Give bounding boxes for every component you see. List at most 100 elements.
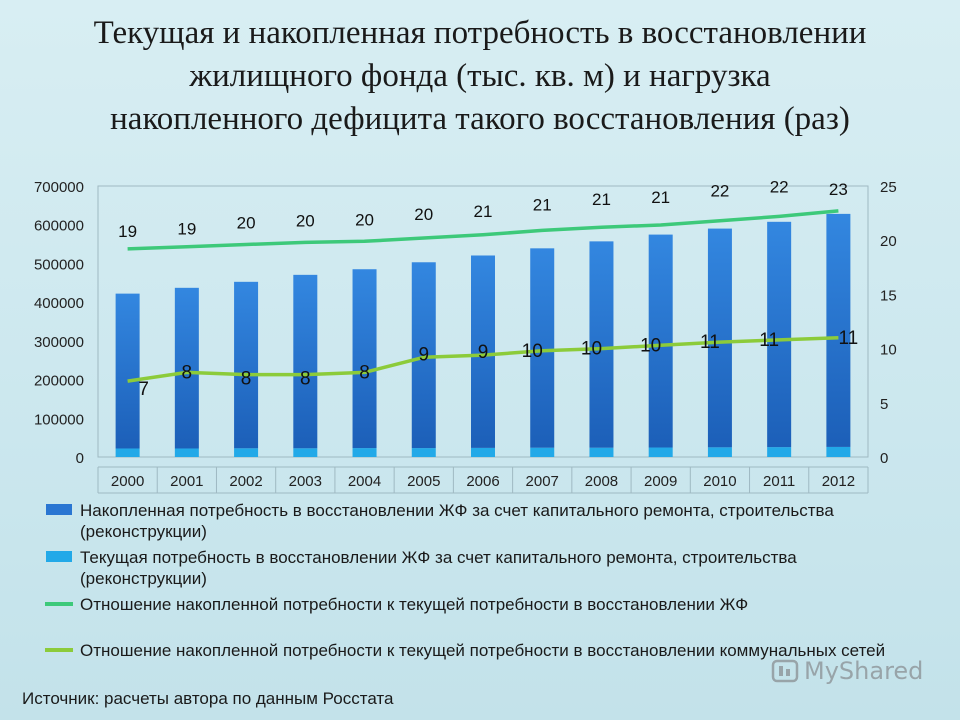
data-label-ratio-housing: 22 (770, 177, 789, 196)
x-tick-label: 2010 (703, 473, 736, 490)
data-label-ratio-housing: 20 (296, 211, 315, 230)
legend-label-accumulated: Накопленная потребность в восстановлении… (80, 501, 834, 541)
x-tick-label: 2008 (585, 473, 618, 490)
y-right-tick-label: 10 (880, 342, 897, 359)
source-note: Источник: расчеты автора по данным Росст… (22, 689, 394, 708)
data-label-ratio-utilities: 9 (478, 342, 489, 363)
data-label-ratio-housing: 19 (177, 220, 196, 239)
x-tick-label: 2005 (407, 473, 440, 490)
data-label-ratio-housing: 21 (533, 195, 552, 214)
y-left-tick-label: 600000 (34, 218, 84, 235)
bar-current (293, 448, 318, 457)
bar-accumulated (589, 241, 614, 448)
y-left-tick-label: 200000 (34, 373, 84, 390)
bar-current (411, 448, 436, 457)
bar-current (471, 447, 495, 457)
x-tick-label: 2004 (348, 473, 381, 490)
title-line-2: жилищного фонда (тыс. кв. м) и нагрузка (189, 58, 771, 94)
bar-current (115, 448, 140, 457)
x-tick-label: 2009 (644, 473, 677, 490)
y-right-tick-label: 15 (880, 287, 897, 304)
bar-accumulated (234, 281, 259, 449)
y-left-tick-label: 700000 (34, 179, 84, 196)
data-label-ratio-housing: 21 (592, 190, 611, 209)
legend-item-current: Текущая потребность в восстановлении ЖФ … (44, 547, 904, 589)
bar-current (826, 446, 851, 457)
data-label-ratio-utilities: 10 (581, 339, 602, 360)
data-label-ratio-utilities: 10 (522, 341, 543, 362)
x-tick-label: 2011 (763, 473, 795, 490)
bar-current (589, 447, 614, 457)
data-label-ratio-housing: 21 (651, 188, 670, 207)
data-label-ratio-housing: 23 (829, 180, 848, 199)
x-tick-label: 2007 (526, 473, 559, 490)
y-right-tick-label: 20 (880, 233, 897, 250)
watermark-text: MyShared (804, 657, 924, 685)
legend-swatch-ratio-utilities (45, 648, 73, 652)
bar-current (234, 448, 259, 457)
legend-label-current: Текущая потребность в восстановлении ЖФ … (80, 548, 797, 588)
y-left-tick-label: 400000 (34, 295, 84, 312)
data-label-ratio-utilities: 8 (300, 369, 311, 390)
x-tick-label: 2000 (111, 473, 144, 490)
title-line-1: Текущая и накопленная потребность в восс… (93, 15, 867, 51)
legend-swatch-accumulated (46, 504, 72, 515)
y-right-tick-label: 0 (880, 450, 888, 467)
bar-accumulated (411, 262, 436, 449)
data-label-ratio-housing: 22 (710, 182, 729, 201)
data-label-ratio-housing: 20 (237, 214, 256, 233)
line-ratio-housing (127, 209, 839, 251)
slide-title: Текущая и накопленная потребность в восс… (20, 12, 940, 141)
line-ratio-utilities (127, 336, 839, 383)
y-left-tick-label: 100000 (34, 411, 84, 428)
bar-accumulated (707, 228, 732, 448)
bar-current (707, 447, 732, 457)
legend-item-ratio-housing: Отношение накопленной потребности к теку… (44, 594, 904, 615)
bar-accumulated (826, 213, 851, 447)
legend-item-ratio-utilities: Отношение накопленной потребности к теку… (44, 640, 904, 661)
x-tick-label: 2006 (466, 473, 499, 490)
bar-current (174, 448, 199, 457)
data-label-ratio-utilities: 7 (138, 379, 149, 400)
data-label-ratio-utilities: 8 (359, 362, 370, 383)
bar-accumulated (352, 269, 377, 449)
x-tick-label: 2012 (822, 473, 855, 490)
bar-current (352, 448, 377, 457)
data-label-ratio-housing: 21 (474, 202, 493, 221)
data-label-ratio-utilities: 11 (759, 330, 779, 351)
y-left-tick-label: 300000 (34, 334, 84, 351)
bar-accumulated (648, 234, 673, 448)
watermark: MyShared (770, 656, 923, 686)
data-label-ratio-utilities: 9 (418, 344, 429, 365)
watermark-logo-icon (771, 659, 799, 683)
bar-accumulated (174, 287, 199, 449)
bar-current (530, 447, 555, 457)
x-tick-label: 2001 (170, 473, 203, 490)
bar-current (648, 447, 673, 457)
legend-label-ratio-housing: Отношение накопленной потребности к теку… (80, 595, 749, 614)
bar-current (767, 447, 792, 457)
legend-swatch-ratio-housing (45, 602, 73, 606)
data-label-ratio-utilities: 11 (700, 332, 720, 353)
y-right-tick-label: 5 (880, 396, 888, 413)
y-left-tick-label: 500000 (34, 256, 84, 273)
data-label-ratio-utilities: 10 (640, 335, 661, 356)
data-label-ratio-housing: 19 (118, 222, 137, 241)
x-tick-label: 2003 (289, 473, 322, 490)
title-line-3: накопленного дефицита такого восстановле… (110, 101, 850, 137)
data-label-ratio-housing: 20 (355, 210, 374, 229)
legend-label-ratio-utilities: Отношение накопленной потребности к теку… (80, 641, 886, 660)
x-tick-label: 2002 (229, 473, 262, 490)
legend-item-accumulated: Накопленная потребность в восстановлении… (44, 500, 904, 542)
bar-accumulated (767, 221, 792, 448)
data-label-ratio-utilities: 8 (241, 369, 252, 390)
data-label-ratio-utilities: 11 (839, 328, 859, 349)
data-label-ratio-utilities: 8 (182, 362, 193, 383)
y-left-tick-label: 0 (76, 450, 84, 467)
bar-accumulated (471, 255, 495, 448)
data-label-ratio-housing: 20 (414, 205, 433, 224)
bar-accumulated (530, 248, 555, 448)
legend-swatch-current (46, 551, 72, 562)
bar-accumulated (115, 293, 140, 449)
